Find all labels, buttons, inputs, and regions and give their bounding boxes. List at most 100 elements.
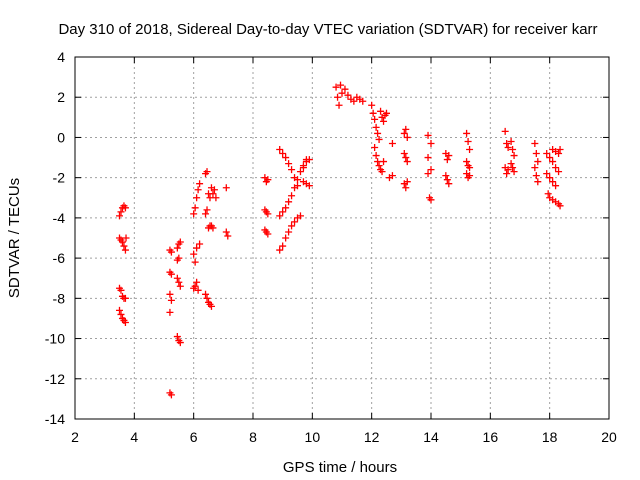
data-point — [121, 246, 129, 254]
data-point — [282, 154, 290, 162]
data-point — [210, 186, 218, 194]
data-point — [424, 131, 432, 139]
data-point — [424, 170, 432, 178]
data-point — [402, 125, 410, 133]
data-point — [504, 144, 512, 151]
data-point — [464, 137, 472, 145]
data-point — [196, 180, 204, 188]
data-point — [191, 282, 199, 290]
data-point — [175, 278, 183, 286]
data-point — [443, 176, 451, 184]
data-point — [193, 244, 201, 252]
data-point — [546, 174, 554, 182]
data-point — [426, 194, 434, 202]
data-point — [282, 204, 290, 212]
chart-title: Day 310 of 2018, Sidereal Day-to-day VTE… — [58, 21, 597, 38]
data-point — [369, 109, 377, 117]
y-tick-label: -14 — [45, 411, 65, 427]
data-point — [549, 178, 557, 186]
data-point — [288, 222, 296, 230]
data-point — [344, 91, 352, 99]
data-point — [121, 318, 129, 326]
data-point — [121, 294, 129, 302]
data-point — [531, 139, 539, 147]
data-point — [117, 286, 125, 294]
data-point — [400, 150, 408, 158]
data-point — [294, 176, 301, 184]
data-point — [117, 208, 125, 216]
data-point — [510, 152, 518, 160]
data-point — [118, 238, 126, 246]
data-point — [191, 204, 199, 212]
data-point — [206, 194, 214, 202]
data-point — [176, 339, 184, 347]
data-point — [194, 186, 202, 194]
data-point — [285, 228, 293, 236]
data-point — [176, 238, 184, 246]
data-point — [427, 166, 435, 174]
data-point — [503, 139, 511, 147]
data-point — [371, 144, 379, 151]
data-point — [350, 97, 358, 105]
data-point — [167, 296, 175, 304]
data-point — [212, 194, 220, 202]
data-point — [403, 158, 411, 166]
data-point — [531, 164, 539, 172]
data-point — [190, 210, 198, 218]
data-point — [264, 176, 272, 184]
data-point — [466, 172, 474, 180]
data-point — [175, 254, 183, 262]
data-point — [532, 172, 540, 180]
data-point — [193, 194, 201, 202]
data-point — [504, 166, 512, 174]
data-point — [167, 391, 175, 399]
data-point — [466, 164, 474, 172]
data-point — [388, 172, 396, 180]
data-point — [445, 180, 453, 188]
data-point — [402, 154, 410, 162]
data-point — [375, 135, 383, 143]
data-point — [203, 294, 211, 302]
data-point — [383, 109, 390, 117]
data-point — [552, 182, 560, 190]
data-point — [202, 210, 210, 218]
data-point — [190, 250, 198, 258]
x-tick-label: 14 — [423, 429, 439, 445]
data-point — [372, 123, 380, 131]
data-point — [368, 101, 376, 109]
data-point — [285, 198, 293, 206]
data-point — [196, 240, 204, 248]
data-point — [276, 212, 284, 220]
data-point — [380, 158, 388, 166]
y-tick-label: 0 — [57, 129, 65, 145]
x-axis-label: GPS time / hours — [283, 459, 397, 476]
y-tick-label: -8 — [53, 290, 66, 306]
data-point — [166, 290, 174, 298]
data-point — [374, 129, 382, 137]
data-point — [167, 270, 175, 278]
data-point — [445, 152, 453, 160]
data-point — [378, 168, 386, 176]
data-point — [173, 333, 181, 341]
data-point — [222, 184, 230, 192]
data-point — [546, 154, 554, 162]
data-point — [503, 170, 511, 178]
data-point — [510, 168, 518, 176]
y-tick-label: -12 — [45, 371, 65, 387]
data-point — [443, 156, 451, 164]
y-tick-label: -6 — [53, 250, 66, 266]
data-point — [296, 212, 304, 220]
data-point — [279, 208, 287, 216]
data-point — [549, 158, 557, 166]
data-point — [282, 234, 290, 242]
data-point — [291, 184, 299, 192]
data-point — [194, 286, 202, 294]
data-point — [532, 150, 540, 158]
data-point — [288, 166, 296, 174]
data-point — [264, 210, 272, 218]
data-point — [203, 206, 211, 214]
data-point — [359, 97, 367, 105]
data-point — [556, 146, 564, 154]
data-point — [288, 192, 296, 200]
